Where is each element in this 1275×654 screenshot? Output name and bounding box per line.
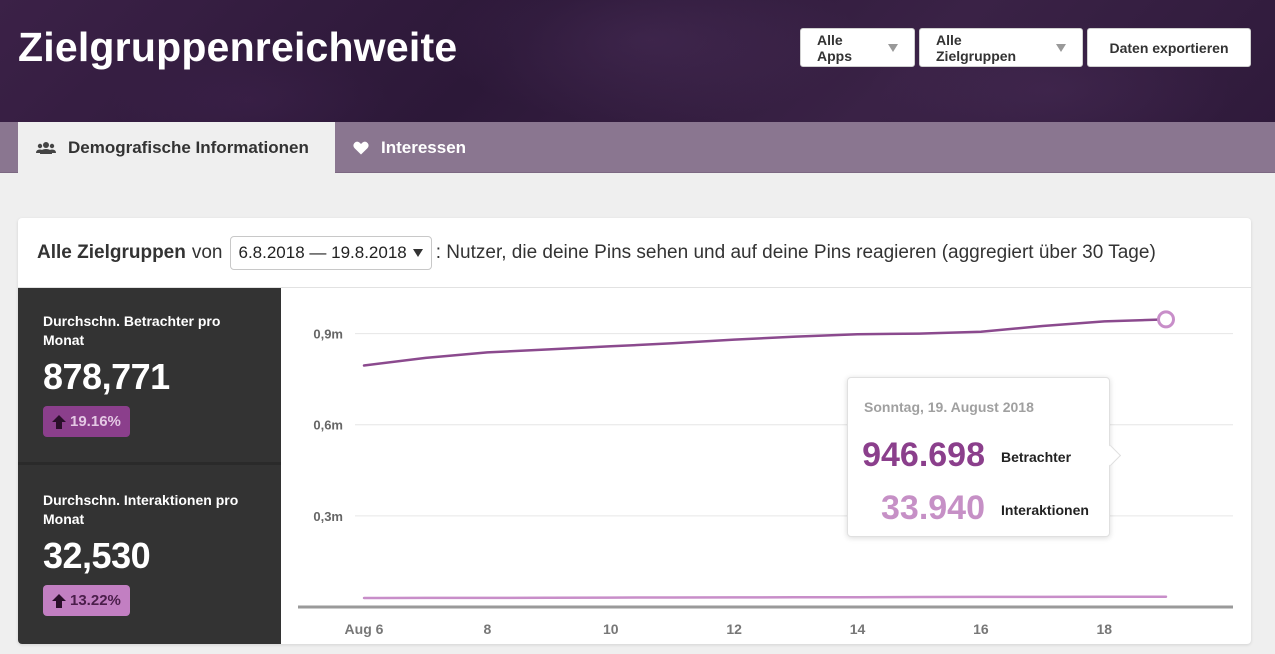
caret-down-icon — [888, 43, 898, 52]
reach-chart[interactable]: 0,3m 0,6m 0,9m Aug 6 8 10 12 14 16 18 — [281, 288, 1251, 644]
card-description: : Nutzer, die deine Pins sehen und auf d… — [435, 241, 1156, 263]
audiences-dropdown-label: Alle Zielgruppen — [936, 31, 1017, 64]
tooltip-interactions-label: Interaktionen — [1001, 502, 1089, 518]
x-tick-label: 16 — [973, 621, 989, 637]
tooltip-date: Sonntag, 19. August 2018 — [864, 399, 1034, 415]
x-tick-label: Aug 6 — [345, 621, 384, 637]
tooltip-viewers-value: 946.698 — [862, 436, 985, 474]
stat-viewers-label: Durchschn. Betrachter pro Monat — [43, 313, 221, 348]
card-title: Alle Zielgruppen — [37, 241, 186, 263]
x-tick-label: 8 — [483, 621, 491, 637]
viewers-series-line — [362, 318, 1168, 367]
stats-panel: Durchschn. Betrachter pro Monat 878,771 … — [18, 288, 281, 644]
x-tick-label: 18 — [1097, 621, 1113, 637]
stat-viewers-value: 878,771 — [43, 356, 170, 397]
y-tick-label: 0,3m — [313, 509, 343, 524]
x-tick-label: 14 — [850, 621, 866, 637]
stat-interactions-label: Durchschn. Interaktionen pro Monat — [43, 492, 239, 527]
y-tick-label: 0,9m — [313, 327, 343, 342]
von-label: von — [191, 241, 223, 263]
tab-interests[interactable]: Interessen — [335, 122, 495, 173]
arrow-up-icon — [52, 414, 66, 429]
chart-tooltip: Sonntag, 19. August 2018 946.698 Betrach… — [847, 377, 1110, 537]
tooltip-viewers-label: Betrachter — [1001, 449, 1072, 465]
export-data-button[interactable]: Daten exportieren — [1087, 28, 1251, 67]
stat-interactions-change: 13.22% — [70, 592, 121, 609]
people-icon — [36, 141, 56, 154]
page-title: Zielgruppenreichweite — [18, 24, 458, 70]
x-tick-label: 10 — [603, 621, 619, 637]
date-range-value: 6.8.2018 — 19.8.2018 — [238, 242, 407, 262]
highlight-point — [1157, 310, 1175, 329]
apps-dropdown-label: Alle Apps — [817, 31, 852, 64]
caret-down-icon — [1056, 43, 1066, 52]
interactions-series-line — [362, 595, 1168, 600]
y-tick-label: 0,6m — [313, 418, 343, 433]
tab-demographics[interactable]: Demografische Informationen — [18, 122, 335, 173]
stat-interactions-value: 32,530 — [43, 535, 151, 576]
tab-interests-label: Interessen — [381, 137, 467, 157]
tab-demographics-label: Demografische Informationen — [68, 137, 309, 157]
stat-interactions[interactable]: Durchschn. Interaktionen pro Monat 32,53… — [18, 467, 281, 644]
tooltip-interactions-value: 33.940 — [881, 489, 985, 527]
stat-interactions-change-badge: 13.22% — [43, 585, 130, 616]
page-header: Zielgruppenreichweite Alle Apps Alle Zie… — [0, 0, 1275, 122]
apps-dropdown-button[interactable]: Alle Apps — [800, 28, 915, 67]
audiences-dropdown-button[interactable]: Alle Zielgruppen — [919, 28, 1083, 67]
card-header: Alle Zielgruppen von 6.8.2018 — 19.8.201… — [18, 218, 1251, 288]
export-data-label: Daten exportieren — [1109, 39, 1229, 56]
stat-viewers[interactable]: Durchschn. Betrachter pro Monat 878,771 … — [18, 288, 281, 465]
heart-icon — [353, 141, 369, 154]
tooltip-row-viewers: 946.698 Betrachter — [848, 436, 1111, 476]
stat-viewers-change-badge: 19.16% — [43, 406, 130, 437]
tab-bar: Demografische Informationen Interessen — [0, 122, 1275, 173]
tooltip-row-interactions: 33.940 Interaktionen — [848, 489, 1111, 529]
x-tick-label: 12 — [726, 621, 742, 637]
reach-chart-svg: 0,3m 0,6m 0,9m Aug 6 8 10 12 14 16 18 — [298, 310, 1233, 637]
stat-viewers-change: 19.16% — [70, 413, 121, 430]
caret-down-icon — [412, 248, 423, 257]
date-range-select[interactable]: 6.8.2018 — 19.8.2018 — [229, 235, 432, 270]
arrow-up-icon — [52, 593, 66, 608]
